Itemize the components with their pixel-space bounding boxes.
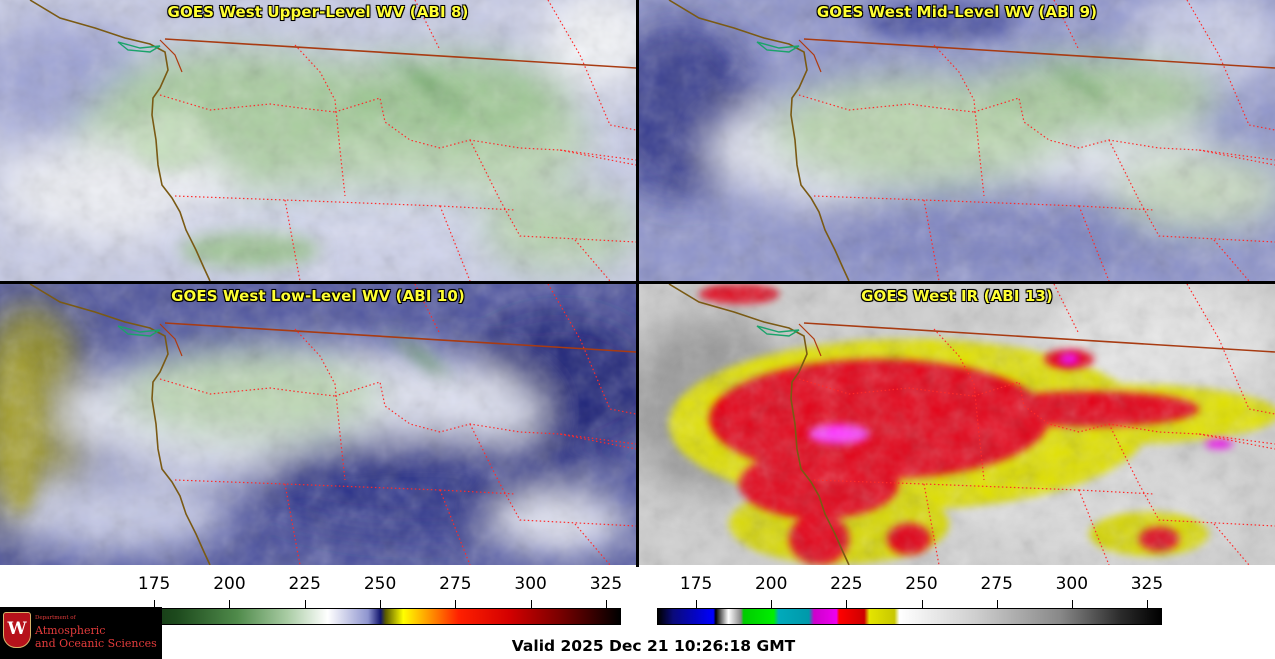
colorbar-tick-mark [455,600,457,609]
colorbar-tick-mark [1146,600,1148,609]
colorbar-tick-label: 200 [754,574,788,594]
valid-time: Valid 2025 Dec 21 10:26:18 GMT [511,637,796,655]
panel-title-low: GOES West Low-Level WV (ABI 10) [171,287,465,305]
colorbar-tick-label: 300 [514,574,547,594]
panel-ir: GOES West IR (ABI 13) [639,284,1275,565]
ir-colorbar-gradient [657,608,1162,625]
upper-level-wv-image [0,0,636,281]
colorbar-tick-label: 175 [137,574,171,594]
colorbar-tick-label: 225 [288,574,321,594]
colorbar-tick-mark [380,600,382,609]
colorbar-tick-label: 325 [589,574,623,594]
colorbar-tick-label: 250 [363,574,397,594]
colorbar-tick-mark [229,600,231,609]
colorbar-tick-mark [154,600,156,609]
colorbar-tick-mark [304,600,306,609]
wv-colorbar-gradient [115,608,621,625]
logo-dept: Department of [35,615,76,621]
colorbar-tick-label: 300 [1055,574,1089,594]
colorbar-tick-mark [921,600,923,609]
wv-colorbar-ticks: 175 200 225 250 275 300 325 [115,574,623,609]
colorbar-tick-mark [530,600,532,609]
panel-mid-level-wv: GOES West Mid-Level WV (ABI 9) [639,0,1275,281]
low-level-wv-image [0,284,636,565]
colorbar-tick-mark [771,600,773,609]
panel-low-level-wv: GOES West Low-Level WV (ABI 10) [0,284,636,565]
panel-divider-horizontal [0,281,1275,284]
colorbar-tick-label: 275 [439,574,472,594]
wv-colorbar: 175 200 225 250 275 300 325 [115,574,623,626]
mid-level-wv-image [639,0,1275,281]
colorbar-tick-mark [1071,600,1073,609]
colorbar-tick-mark [846,600,848,609]
colorbar-tick-mark [996,600,998,609]
colorbar-tick-label: 225 [830,574,863,594]
logo-line2: and Oceanic Sciences [35,637,157,650]
colorbar-tick-mark [605,600,607,609]
panel-upper-level-wv: GOES West Upper-Level WV (ABI 8) [0,0,636,281]
panel-title-ir: GOES West IR (ABI 13) [861,287,1053,305]
ir-colorbar: 175 200 225 250 275 300 325 [657,574,1164,626]
logo-line1: Atmospheric [35,624,106,637]
panel-title-upper: GOES West Upper-Level WV (ABI 8) [167,3,469,21]
uw-shield-icon: W [3,612,31,648]
colorbar-tick-label: 275 [980,574,1013,594]
colorbar-tick-label: 200 [213,574,246,594]
ir-image [639,284,1275,565]
panel-title-mid: GOES West Mid-Level WV (ABI 9) [816,3,1098,21]
colorbar-tick-label: 325 [1130,574,1164,594]
colorbar-tick-label: 250 [905,574,938,594]
colorbar-tick-label: 175 [679,574,713,594]
colorbar-tick-mark [696,600,698,609]
aos-logo: W Department of Atmospheric and Oceanic … [0,607,162,659]
ir-colorbar-ticks: 175 200 225 250 275 300 325 [657,574,1164,609]
